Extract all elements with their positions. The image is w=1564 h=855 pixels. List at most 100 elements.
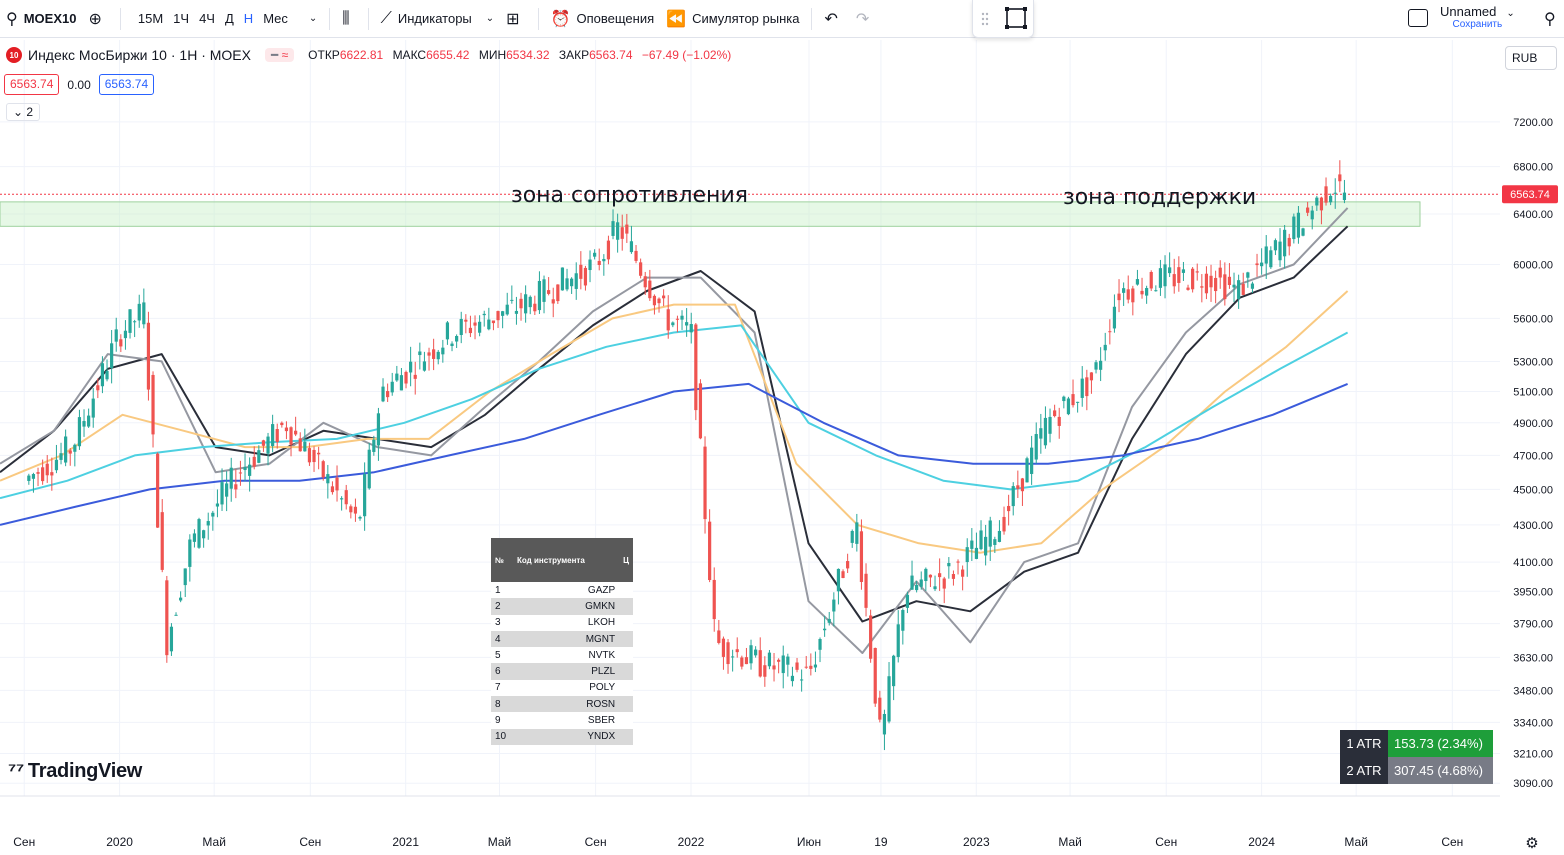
candle-body: [1200, 286, 1204, 288]
fullscreen-select-button[interactable]: [972, 0, 1034, 38]
candle-body: [202, 530, 206, 539]
candle-body: [1319, 197, 1324, 211]
legend-title[interactable]: Индекс МосБиржи 10 · 1Н · MOEX: [28, 47, 251, 63]
candle-body: [698, 383, 703, 439]
replay-button[interactable]: ⏪ Симулятор рынка: [660, 0, 805, 38]
candle-body: [413, 374, 417, 379]
chevron-down-icon: ⌄: [1506, 8, 1515, 19]
table-header-number: №: [491, 538, 513, 582]
row-code: ROSN: [513, 696, 620, 713]
candle-body: [1025, 458, 1029, 483]
candle-body: [491, 320, 496, 324]
candle-body: [809, 665, 813, 669]
candle-body: [142, 302, 146, 325]
row-code: NVTK: [588, 649, 616, 661]
price-tick-label: 3210.00: [1513, 748, 1553, 760]
ohlc-values: ОТКР6622.81 МАКС6655.42 МИН6534.32 ЗАКР6…: [308, 48, 732, 62]
candle-body: [970, 540, 974, 549]
candle-body: [248, 464, 252, 476]
candle-body: [666, 309, 670, 331]
table-row: 5 NVTK: [491, 647, 633, 663]
candle-body: [611, 221, 615, 236]
candle-body: [1283, 229, 1287, 257]
buy-pill[interactable]: 6563.74: [98, 74, 155, 95]
candle-body: [703, 446, 707, 520]
layout-name[interactable]: Unnamed ⌄ Сохранить: [1440, 4, 1515, 30]
tv-logo-icon: ⁷⁷: [8, 760, 24, 782]
candle-body: [758, 650, 762, 677]
candle-body: [629, 241, 634, 253]
candle-body: [827, 618, 831, 623]
candle-body: [266, 436, 270, 454]
candle-body: [1034, 434, 1038, 460]
candle-body: [961, 569, 965, 577]
tradingview-logo: ⁷⁷ TradingView: [8, 760, 143, 782]
price-tick-label: 5300.00: [1513, 356, 1553, 368]
candle-body: [662, 295, 666, 299]
interval-5[interactable]: Мес: [263, 11, 288, 26]
candle-body: [1232, 284, 1236, 288]
simulator-label: Симулятор рынка: [692, 11, 800, 26]
candle-body: [349, 506, 353, 513]
interval-3[interactable]: Д: [224, 11, 234, 26]
price-tick-label: 3950.00: [1513, 586, 1553, 598]
chart-type-button[interactable]: ⫼: [336, 0, 361, 38]
undo-button[interactable]: ↶: [818, 0, 849, 38]
candle-body: [45, 463, 49, 476]
candle-body: [1315, 197, 1319, 206]
candle-body: [1333, 192, 1337, 194]
candle-body: [303, 441, 307, 452]
legend-badge[interactable]: ━ ≈: [264, 48, 295, 62]
compare-button[interactable]: ⊕: [82, 0, 113, 38]
quick-search-icon[interactable]: ⚲: [1544, 11, 1556, 28]
candle-body: [533, 303, 537, 312]
redo-button[interactable]: ↷: [850, 0, 881, 38]
candle-body: [1191, 268, 1195, 290]
save-link[interactable]: Сохранить: [1452, 19, 1503, 30]
interval-1[interactable]: 1Ч: [173, 11, 190, 26]
candle-body: [1071, 394, 1075, 406]
candle-body: [501, 311, 505, 316]
candle-body: [1306, 207, 1310, 213]
candle-body: [257, 450, 261, 463]
candle-body: [726, 642, 730, 665]
candle-body: [1108, 331, 1112, 333]
candle-body: [588, 259, 592, 271]
candle-body: [579, 264, 583, 279]
alerts-button[interactable]: ⏰ Оповещения: [545, 0, 661, 38]
interval-4[interactable]: Н: [243, 11, 254, 26]
atr-label: 1 ATR: [1340, 730, 1388, 757]
candle-body: [450, 343, 454, 347]
templates-button[interactable]: ⊞: [500, 0, 531, 38]
interval-0[interactable]: 15M: [137, 11, 164, 26]
candle-body: [100, 363, 105, 387]
interval-2[interactable]: 4Ч: [199, 11, 215, 26]
candle-body: [542, 279, 546, 302]
candle-body: [1287, 237, 1291, 247]
time-tick-label: Сен: [1155, 835, 1177, 849]
candle-body: [307, 448, 312, 463]
candle-body: [643, 276, 647, 288]
time-tick-label: Сен: [1441, 835, 1463, 849]
currency-select[interactable]: RUB: [1505, 46, 1557, 70]
candle-body: [735, 649, 739, 653]
sell-pill[interactable]: 6563.74: [4, 74, 60, 95]
candle-body: [1338, 174, 1342, 182]
collapse-indicators-button[interactable]: ⌄ 2: [6, 103, 41, 121]
candle-body: [556, 284, 560, 302]
candle-body: [192, 533, 197, 542]
price-axis: 7200.00 6800.00 6400.00 6000.00 5600.00 5300.…: [1502, 117, 1558, 790]
row-code: GAZP: [587, 584, 616, 596]
candle-body: [634, 250, 638, 261]
interval-dropdown[interactable]: ⌄: [299, 0, 323, 38]
candle-body: [271, 424, 275, 447]
low-value: 6534.32: [506, 48, 550, 62]
time-tick-label: Май: [202, 835, 226, 849]
candle-body: [551, 299, 555, 304]
candle-body: [54, 459, 59, 471]
symbol-search[interactable]: ⚲ MOEX10: [0, 0, 82, 38]
layout-icon[interactable]: [1408, 9, 1428, 27]
indicators-button[interactable]: ⟋ Индикаторы ⌄: [375, 0, 501, 38]
atr-value: 307.45 (4.68%): [1388, 757, 1493, 784]
